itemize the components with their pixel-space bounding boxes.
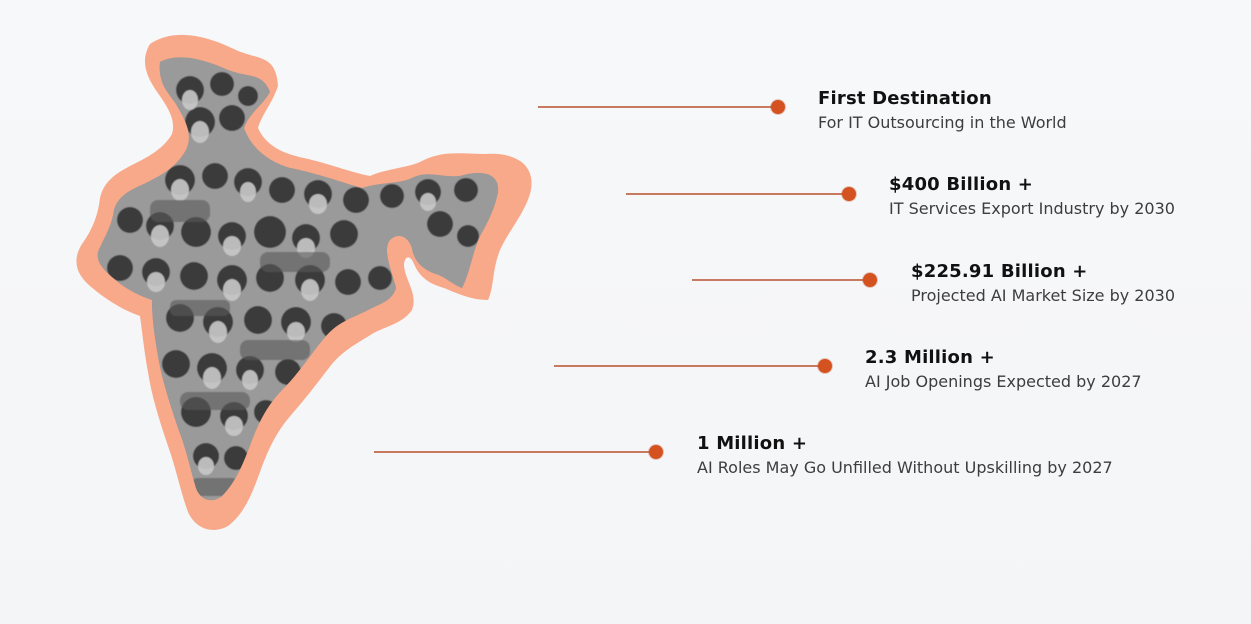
stat-title: $400 Billion + <box>889 174 1034 195</box>
india-map-illustration <box>76 34 532 530</box>
stat-title: 2.3 Million + <box>865 347 995 368</box>
connector-line <box>374 451 656 453</box>
stat-description: AI Roles May Go Unfilled Without Upskill… <box>697 458 1113 477</box>
marker-dot-icon <box>863 273 877 287</box>
marker-dot-icon <box>649 445 663 459</box>
stat-description: AI Job Openings Expected by 2027 <box>865 372 1142 391</box>
connector-line <box>692 279 870 281</box>
stat-title: First Destination <box>818 88 992 109</box>
marker-dot-icon <box>771 100 785 114</box>
stat-description: IT Services Export Industry by 2030 <box>889 199 1175 218</box>
stat-description: Projected AI Market Size by 2030 <box>911 286 1176 305</box>
marker-dot-icon <box>842 187 856 201</box>
connector-line <box>554 365 824 367</box>
stat-title: 1 Million + <box>697 433 808 454</box>
stat-title: $225.91 Billion + <box>911 261 1088 282</box>
crowd-photo-fill <box>97 57 499 501</box>
marker-dot-icon <box>818 359 832 373</box>
connector-line <box>538 106 778 108</box>
connector-line <box>626 193 848 195</box>
stat-description: For IT Outsourcing in the World <box>818 113 1067 132</box>
